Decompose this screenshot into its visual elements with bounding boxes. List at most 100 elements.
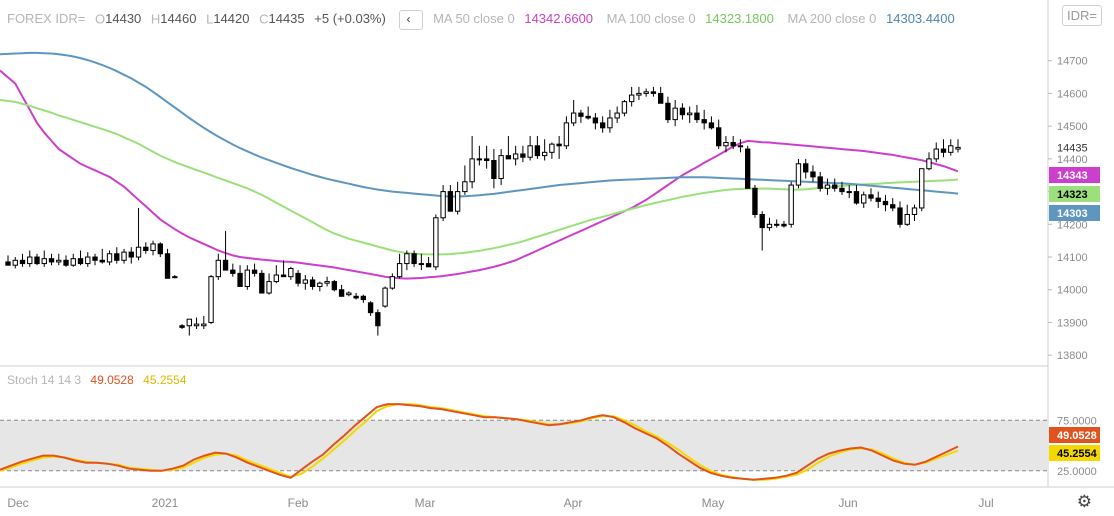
candle-body-up <box>926 158 932 170</box>
time-axis[interactable]: Dec 2021 Feb Mar Apr May Jun Jul <box>7 496 993 510</box>
candle <box>48 253 55 266</box>
candle <box>687 106 693 123</box>
candle <box>875 191 881 208</box>
candle-body-up <box>382 287 388 307</box>
candle-body-down <box>425 263 432 268</box>
candle-body-down <box>832 184 838 189</box>
ma200-label[interactable]: MA 200 close 0 <box>787 11 877 27</box>
candle-body-up <box>948 145 954 153</box>
candle <box>701 109 707 130</box>
candle-body-up <box>563 122 570 147</box>
candle-body-down <box>222 259 229 271</box>
candle-body-down <box>853 191 860 204</box>
stoch-k-line <box>0 403 959 481</box>
candle-body-down <box>810 171 816 178</box>
time-tick-label: Apr <box>564 496 583 510</box>
candle-body-down <box>259 272 265 294</box>
candle-body-down <box>781 223 787 227</box>
price-tick-label: 13900 <box>1057 317 1088 329</box>
candle-body-down <box>556 143 562 147</box>
low-value: 14420 <box>213 11 250 27</box>
candle <box>643 88 649 97</box>
candle-body-up <box>12 259 18 266</box>
candle-body-down <box>157 243 163 255</box>
candle-body-up <box>346 292 352 296</box>
price-tick-label: 14400 <box>1057 154 1088 166</box>
candle <box>92 253 98 266</box>
candle-body-down <box>143 246 149 251</box>
candle <box>382 286 388 308</box>
candle <box>708 116 715 130</box>
candle <box>172 275 178 279</box>
candle <box>723 135 729 153</box>
candle <box>890 198 896 212</box>
candle <box>599 116 606 133</box>
candle-body-up <box>208 276 214 323</box>
candle <box>27 250 33 267</box>
candle-body-up <box>933 148 939 160</box>
candle-body-up <box>643 91 649 94</box>
candle <box>853 185 860 205</box>
candle <box>541 139 548 161</box>
ma100-value-tag-bg <box>1049 186 1100 202</box>
stoch-lines-layer <box>0 403 959 481</box>
stoch-band-layer <box>0 419 1048 472</box>
time-tick-label: Jul <box>978 496 993 510</box>
candle-body-up <box>766 223 773 229</box>
symbol-box[interactable]: IDR= <box>1062 5 1102 26</box>
stoch-d-value-tag-bg <box>1049 445 1100 461</box>
candle-body-up <box>498 155 504 180</box>
collapse-legend-button[interactable]: ‹ <box>399 10 424 30</box>
candle-body-down <box>708 122 715 129</box>
ma50-value-tag-text: 14343 <box>1057 170 1088 182</box>
candle-body-up <box>215 259 221 278</box>
ma200-value-tag: 14303 <box>1049 205 1100 221</box>
symbol-name[interactable]: FOREX IDR= <box>7 11 86 27</box>
candle <box>563 116 570 150</box>
candle-body-down <box>375 312 381 327</box>
candle <box>280 260 287 278</box>
stoch-label[interactable]: Stoch 14 14 3 <box>7 373 82 387</box>
time-tick-label: Jun <box>838 496 857 510</box>
chevron-left-icon: ‹ <box>406 12 411 26</box>
stoch-band-fill <box>0 420 1048 471</box>
moving-average-layer <box>0 51 959 280</box>
candle <box>63 255 69 267</box>
candle-body-down <box>817 176 823 189</box>
ma200-value: 14303.4400 <box>886 11 955 27</box>
stoch-k-value-tag-bg <box>1049 427 1100 443</box>
price-axis[interactable]: 1470014600145001440014300142001410014000… <box>1048 56 1097 478</box>
low-label: L <box>206 11 214 27</box>
candle-body-down <box>338 289 345 297</box>
candle-body-down <box>179 325 185 328</box>
candle <box>309 276 316 290</box>
candle-body-down <box>128 251 134 258</box>
candle-body-down <box>940 148 947 153</box>
ma100-label[interactable]: MA 100 close 0 <box>606 11 696 27</box>
candle-body-up <box>56 259 62 263</box>
ma50-label[interactable]: MA 50 close 0 <box>433 11 515 27</box>
candle-body-up <box>919 168 925 209</box>
candle-body-up <box>607 117 613 129</box>
candle-body-down <box>360 295 367 301</box>
candle <box>230 263 236 277</box>
gear-icon[interactable]: ⚙ <box>1076 492 1092 511</box>
candle-body-down <box>19 259 26 265</box>
price-tick-label: 13800 <box>1057 350 1088 362</box>
candle-body-down <box>447 191 454 212</box>
candle-body-up <box>788 184 794 225</box>
candle <box>324 276 330 287</box>
stoch-k-value-tag: 49.0528 <box>1049 427 1100 443</box>
stoch-legend: Stoch 14 14 3 49.0528 45.2554 <box>7 373 193 387</box>
candle <box>121 248 127 264</box>
candle-body-up <box>288 267 294 278</box>
candle-body-up <box>396 263 403 278</box>
candle-body-up <box>476 158 483 161</box>
ma200-value-tag-bg <box>1049 205 1100 221</box>
candle <box>491 149 497 189</box>
candle <box>114 247 120 264</box>
candle-body-up <box>527 145 533 158</box>
candle-body-down <box>679 107 686 116</box>
ma50-value-tag: 14343 <box>1049 167 1100 183</box>
